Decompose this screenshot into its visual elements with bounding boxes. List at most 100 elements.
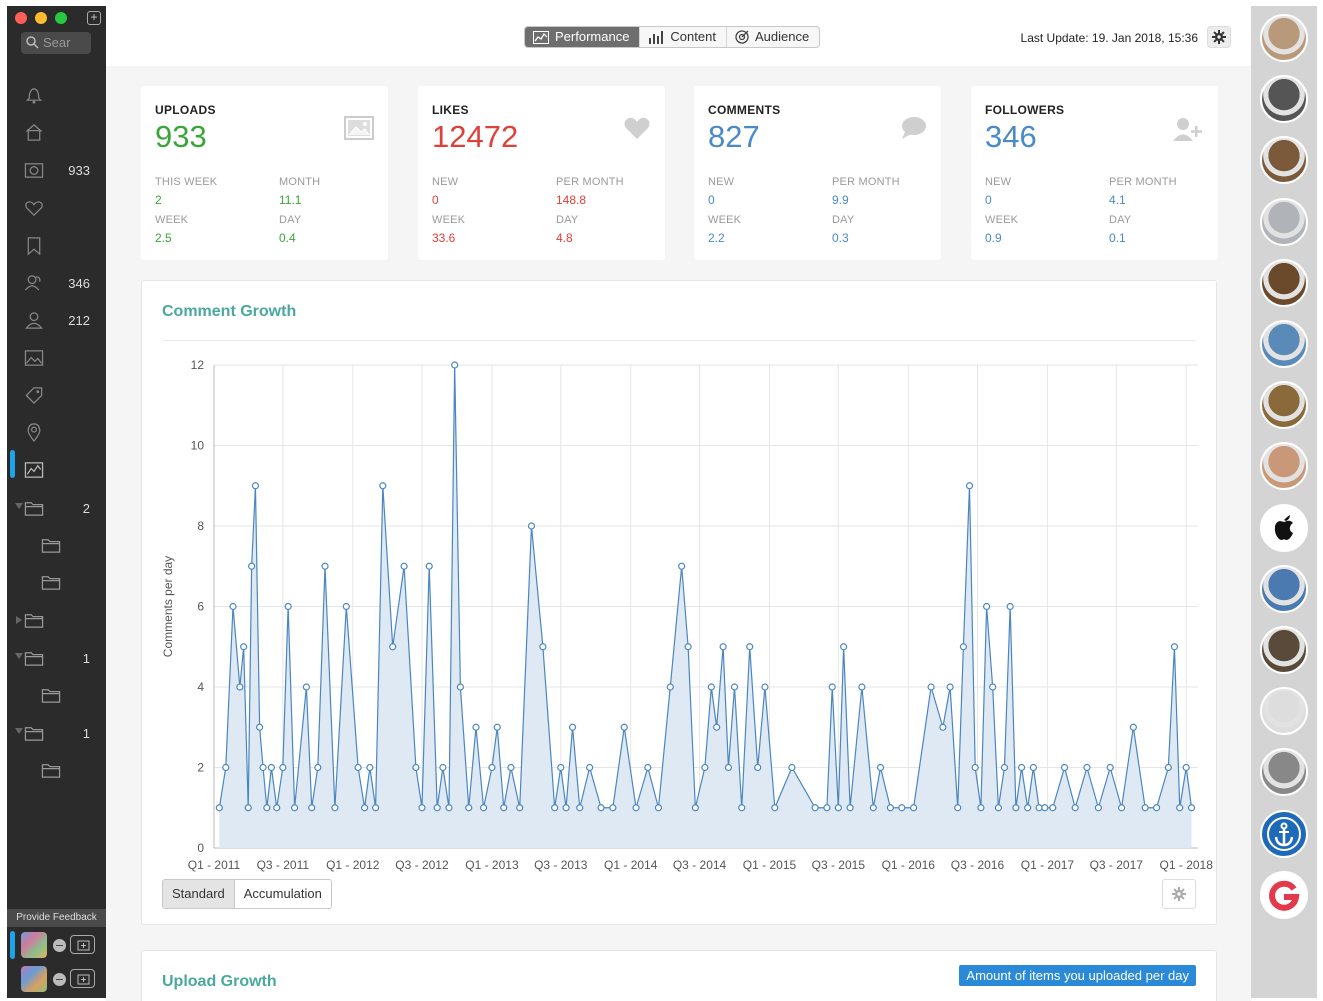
- minimize-window-button[interactable]: [35, 12, 47, 24]
- disclosure-icon[interactable]: [15, 653, 23, 659]
- data-point: [644, 763, 652, 772]
- tab-audience[interactable]: Audience: [727, 27, 819, 47]
- y-tick-label: 4: [197, 680, 204, 694]
- avatar-2[interactable]: [1260, 75, 1308, 124]
- disclosure-icon[interactable]: [15, 503, 23, 509]
- search-input[interactable]: Sear: [21, 32, 91, 54]
- sidebar-item-folder-1b[interactable]: [7, 567, 106, 597]
- disclosure-icon[interactable]: [16, 616, 22, 624]
- sidebar-item-statistics[interactable]: [7, 455, 106, 485]
- data-point: [994, 804, 1002, 812]
- tag-icon: [25, 387, 43, 404]
- data-point: [279, 763, 287, 772]
- data-point: [1024, 804, 1032, 812]
- sidebar-item-saved[interactable]: [7, 231, 106, 261]
- stat-label: WEEK: [432, 214, 466, 226]
- card-total: 933: [155, 119, 207, 154]
- settings-button[interactable]: [1207, 26, 1231, 48]
- data-point: [1182, 763, 1190, 772]
- disclosure-icon[interactable]: [15, 728, 23, 734]
- series-line: [218, 364, 1193, 810]
- avatar-15[interactable]: [1260, 870, 1308, 919]
- data-point: [516, 804, 524, 812]
- sidebar-item-folder-3[interactable]: 1: [7, 643, 106, 673]
- account-avatar[interactable]: [21, 932, 47, 958]
- chart-settings-button[interactable]: [1162, 879, 1196, 909]
- data-point: [876, 763, 885, 772]
- active-account-indicator: [10, 931, 15, 959]
- stat-value: 9.9: [832, 193, 849, 207]
- sidebar-item-likes[interactable]: [7, 193, 106, 223]
- stat-value: 0.3: [832, 231, 849, 245]
- account-row-2[interactable]: [7, 965, 106, 995]
- data-point: [1152, 804, 1161, 812]
- sidebar-item-following[interactable]: 212: [7, 305, 106, 335]
- data-point: [746, 643, 754, 651]
- add-account-icon[interactable]: [70, 935, 95, 954]
- avatar-5[interactable]: [1260, 258, 1308, 307]
- stat-value: 0.9: [985, 231, 1002, 245]
- avatar-6[interactable]: [1260, 320, 1308, 368]
- apple-icon: [1262, 514, 1306, 550]
- provide-feedback-button[interactable]: Provide Feedback: [7, 909, 106, 927]
- data-point: [291, 804, 299, 812]
- standard-mode-button[interactable]: Standard: [163, 880, 235, 908]
- sidebar-item-followers[interactable]: 346: [7, 268, 106, 298]
- add-account-icon[interactable]: [70, 969, 95, 988]
- x-tick-label: Q1 - 2014: [604, 858, 658, 872]
- remove-account-icon[interactable]: [53, 939, 66, 952]
- sidebar-item-folder-1a[interactable]: [7, 530, 106, 560]
- tab-performance[interactable]: Performance: [525, 27, 641, 47]
- avatar-11[interactable]: [1260, 626, 1308, 674]
- data-point: [654, 804, 663, 812]
- data-point: [1164, 763, 1172, 772]
- remove-account-icon[interactable]: [53, 973, 66, 986]
- avatar-13[interactable]: [1260, 748, 1308, 797]
- avatar-8[interactable]: [1260, 442, 1308, 491]
- data-point: [724, 763, 733, 772]
- avatar-10[interactable]: [1260, 564, 1308, 613]
- account-avatar[interactable]: [21, 966, 47, 992]
- data-point: [719, 643, 727, 651]
- avatar-7[interactable]: [1260, 381, 1308, 430]
- data-point: [248, 562, 256, 570]
- add-window-button[interactable]: +: [87, 11, 101, 25]
- sidebar-item-tags[interactable]: [7, 380, 106, 410]
- card-total: 12472: [432, 119, 519, 154]
- close-window-button[interactable]: [15, 12, 27, 24]
- bookmark-icon: [27, 237, 41, 256]
- avatar-4[interactable]: [1260, 197, 1308, 246]
- stat-value: 0: [985, 193, 992, 207]
- data-point: [713, 723, 721, 731]
- zoom-window-button[interactable]: [55, 12, 67, 24]
- avatar-12[interactable]: [1260, 687, 1308, 736]
- avatar-3[interactable]: [1260, 136, 1308, 185]
- account-row-1[interactable]: [7, 931, 106, 961]
- sidebar-item-home[interactable]: [7, 117, 106, 147]
- sidebar-item-count: 1: [82, 726, 90, 741]
- card-total: 346: [985, 119, 1037, 154]
- stat-value: 0.4: [279, 231, 296, 245]
- tab-content[interactable]: Content: [640, 27, 727, 47]
- sidebar-item-folder-4a[interactable]: [7, 755, 106, 785]
- stat-value: 148.8: [556, 193, 587, 207]
- sidebar-item-folder-3a[interactable]: [7, 680, 106, 710]
- sidebar-item-media[interactable]: [7, 343, 106, 373]
- data-point: [1017, 763, 1026, 772]
- accumulation-mode-button[interactable]: Accumulation: [234, 880, 331, 908]
- avatar-14[interactable]: [1260, 809, 1308, 858]
- sidebar-item-folder-2[interactable]: [7, 605, 106, 635]
- avatar-9[interactable]: [1260, 503, 1308, 552]
- comment-icon: [899, 116, 927, 145]
- avatar-1[interactable]: [1260, 14, 1308, 62]
- sidebar-item-notifications[interactable]: [7, 79, 106, 109]
- data-point: [927, 683, 935, 691]
- sidebar-item-locations[interactable]: [7, 417, 106, 447]
- data-point: [472, 723, 480, 731]
- sidebar-item-folder-1[interactable]: 2: [7, 493, 106, 523]
- data-point: [236, 683, 244, 691]
- panel-title: Upload Growth: [162, 973, 277, 990]
- data-point: [684, 643, 692, 651]
- sidebar-item-uploads[interactable]: 933: [7, 155, 106, 185]
- sidebar-item-folder-4[interactable]: 1: [7, 718, 106, 748]
